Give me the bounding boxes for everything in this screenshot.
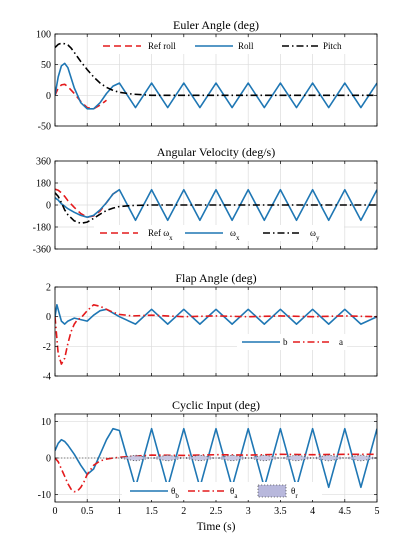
x-axis-label: Time (s) [197, 521, 236, 533]
legend-label: ωy [310, 228, 320, 242]
legend-label-subscript: y [316, 234, 320, 242]
legend-label-subscript: a [234, 492, 238, 500]
legend-label: θa [230, 486, 238, 500]
x-tick-label: 0.5 [81, 506, 94, 517]
y-tick-label: -4 [43, 372, 51, 383]
legend-label: a [339, 337, 343, 347]
legend-label: θr [291, 486, 298, 500]
legend-label-subscript: x [236, 234, 240, 242]
chart-title: Flap Angle (deg) [175, 271, 256, 285]
legend-label: Pitch [323, 41, 342, 51]
x-tick-label: 5 [375, 506, 380, 517]
chart-title: Euler Angle (deg) [173, 18, 259, 32]
y-tick-label: -2 [43, 342, 51, 353]
series-a-line [55, 304, 377, 365]
series--y-line [55, 192, 377, 225]
legend-box [237, 334, 347, 350]
x-tick-label: 3 [246, 506, 251, 517]
x-tick-label: 4 [310, 506, 315, 517]
y-tick-label: -180 [33, 223, 51, 234]
x-tick-label: 3.5 [274, 506, 287, 517]
y-tick-label: 100 [36, 30, 51, 41]
x-tick-label: 4.5 [339, 506, 352, 517]
x-tick-label: 2.5 [210, 506, 223, 517]
chart-panel-3: -4 -2 0 2 Flap Angle (deg) b a [43, 271, 378, 383]
x-tick-label: 1 [117, 506, 122, 517]
y-tick-label: 10 [41, 417, 51, 428]
y-tick-label: 50 [41, 60, 51, 71]
y-tick-label: -10 [38, 490, 51, 501]
x-tick-label: 1.5 [145, 506, 158, 517]
series--x-line [55, 188, 377, 222]
series-pitch-line [55, 42, 377, 97]
y-tick-label: -360 [33, 245, 51, 256]
legend-label: Roll [238, 41, 254, 51]
y-tick-label: 0 [46, 454, 51, 465]
y-tick-label: 0 [46, 91, 51, 102]
series-theta-r-band [55, 454, 377, 462]
y-tick-label: 0 [46, 312, 51, 323]
y-tick-label: -50 [38, 122, 51, 133]
series-b-line [55, 304, 377, 325]
legend-label: θb [171, 486, 179, 500]
y-tick-label: 360 [36, 157, 51, 168]
legend-label: Ref roll [148, 41, 176, 51]
legend-label-subscript: b [175, 492, 179, 500]
x-tick-label: 2 [181, 506, 186, 517]
y-tick-label: 0 [46, 201, 51, 212]
legend-label: ωx [230, 228, 240, 242]
x-tick-label: 0 [53, 506, 58, 517]
chart-title: Angular Velocity (deg/s) [157, 145, 275, 159]
y-tick-label: 2 [46, 283, 51, 294]
y-tick-label: 180 [36, 179, 51, 190]
chart-panel-1: -50 0 50 100 Euler Angle (deg) Ref roll Roll Pi… [36, 18, 378, 133]
legend-swatch [257, 484, 287, 498]
series-roll-line [55, 62, 377, 110]
series--b-line [55, 427, 377, 489]
legend-label-subscript: r [295, 492, 298, 500]
legend-label-subscript: x [169, 234, 173, 242]
legend-label: b [283, 337, 288, 347]
chart-title: Cyclic Input (deg) [172, 398, 260, 412]
